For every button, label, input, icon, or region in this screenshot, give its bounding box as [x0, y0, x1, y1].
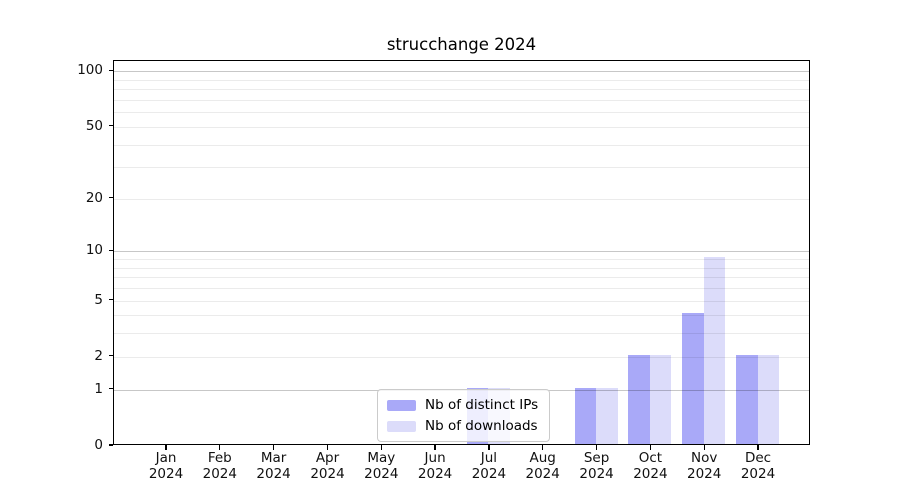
- x-tick-mark-jun: [434, 445, 436, 450]
- bar-oct-distinct-ips: [628, 354, 650, 444]
- y-tick-mark-2: [108, 355, 113, 357]
- x-tick-label-jul: Jul 2024: [471, 450, 507, 482]
- x-tick-label-may: May 2024: [364, 450, 399, 482]
- legend-swatch-downloads: [387, 420, 416, 432]
- y-tick-mark-1: [108, 388, 113, 390]
- y-tick-label-20: 20: [85, 189, 103, 206]
- x-tick-label-mar: Mar 2024: [256, 450, 291, 482]
- gridline-major-10: [114, 251, 809, 253]
- y-tick-label-50: 50: [85, 117, 103, 134]
- gridline-minor-8: [114, 267, 809, 269]
- gridline-minor-7: [114, 277, 809, 279]
- bar-dec-distinct-ips: [736, 354, 758, 444]
- gridline-minor-20: [114, 198, 809, 200]
- bar-nov-downloads: [703, 257, 726, 444]
- y-tick-label-10: 10: [85, 242, 103, 259]
- y-tick-mark-0: [108, 444, 113, 446]
- x-tick-mark-oct: [649, 445, 652, 450]
- y-tick-mark-5: [108, 298, 113, 301]
- x-tick-label-aug: Aug 2024: [525, 450, 560, 482]
- plot-area: Nb of distinct IPs Nb of downloads: [113, 60, 810, 445]
- legend-item-downloads: Nb of downloads: [387, 418, 538, 434]
- x-tick-label-sep: Sep 2024: [579, 450, 614, 482]
- gridline-minor-70: [114, 99, 809, 101]
- y-tick-label-100: 100: [77, 62, 103, 79]
- legend: Nb of distinct IPs Nb of downloads: [377, 389, 551, 442]
- x-tick-label-jan: Jan 2024: [148, 450, 184, 482]
- bar-dec-downloads: [757, 354, 780, 444]
- x-tick-label-jun: Jun 2024: [417, 450, 453, 482]
- gridline-minor-2: [114, 356, 809, 358]
- x-tick-mark-jul: [488, 445, 490, 450]
- y-tick-mark-100: [108, 69, 113, 71]
- legend-item-distinct-ips: Nb of distinct IPs: [387, 397, 538, 413]
- x-tick-label-dec: Dec 2024: [740, 450, 776, 482]
- x-tick-mark-aug: [542, 445, 544, 450]
- gridline-minor-4: [114, 315, 809, 317]
- bar-oct-downloads: [649, 354, 672, 444]
- x-tick-label-nov: Nov 2024: [687, 450, 722, 482]
- x-tick-label-apr: Apr 2024: [310, 450, 345, 482]
- x-tick-mark-sep: [595, 445, 598, 450]
- x-tick-mark-feb: [219, 445, 221, 450]
- legend-label-downloads: Nb of downloads: [425, 418, 538, 434]
- bar-nov-distinct-ips: [682, 313, 704, 444]
- x-tick-mark-nov: [703, 445, 705, 450]
- gridline-minor-80: [114, 89, 809, 91]
- gridline-minor-30: [114, 167, 809, 169]
- y-tick-mark-10: [108, 249, 113, 251]
- y-tick-mark-50: [108, 125, 113, 127]
- x-tick-mark-jan: [165, 445, 167, 450]
- gridline-minor-6: [114, 288, 809, 289]
- legend-label-distinct-ips: Nb of distinct IPs: [425, 397, 539, 413]
- y-tick-label-2: 2: [94, 347, 103, 364]
- gridline-minor-5: [114, 300, 809, 302]
- x-tick-label-feb: Feb 2024: [202, 450, 237, 482]
- y-tick-label-0: 0: [94, 437, 103, 453]
- x-tick-mark-apr: [326, 445, 329, 450]
- gridline-minor-9: [114, 259, 809, 260]
- x-tick-label-oct: Oct 2024: [633, 450, 668, 482]
- x-tick-mark-mar: [272, 445, 275, 450]
- x-tick-mark-may: [380, 445, 382, 450]
- bar-sep-downloads: [596, 387, 618, 444]
- gridline-minor-90: [114, 79, 809, 81]
- gridline-major-100: [114, 71, 809, 73]
- x-tick-mark-dec: [757, 445, 759, 450]
- y-tick-label-5: 5: [94, 291, 103, 308]
- y-tick-label-1: 1: [94, 380, 103, 397]
- bar-sep-distinct-ips: [574, 387, 597, 444]
- legend-swatch-distinct-ips: [387, 399, 416, 411]
- gridline-minor-3: [114, 333, 809, 335]
- y-tick-mark-20: [108, 197, 113, 199]
- gridline-minor-60: [114, 112, 809, 114]
- gridline-minor-40: [114, 144, 809, 146]
- gridline-minor-50: [114, 126, 809, 128]
- chart-title: strucchange 2024: [386, 35, 537, 54]
